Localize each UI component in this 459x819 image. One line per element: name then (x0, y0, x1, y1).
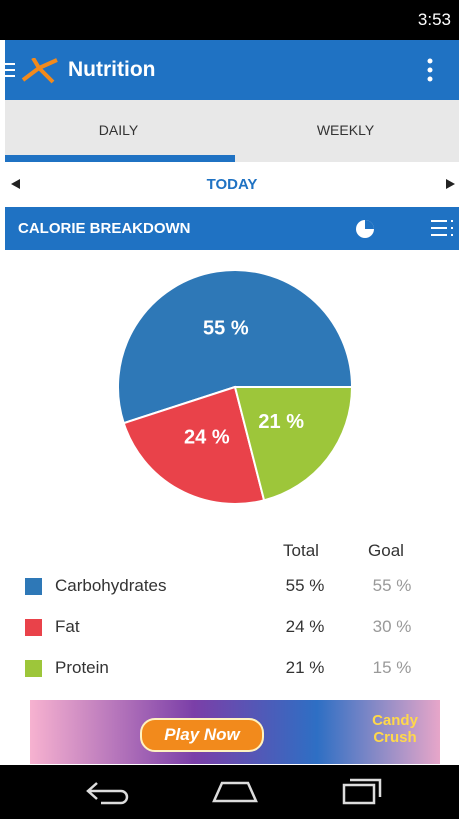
section-header: CALORIE BREAKDOWN (5, 207, 459, 250)
recents-button[interactable] (340, 777, 386, 807)
legend-swatch (25, 619, 42, 636)
ad-brand: Candy Crush (355, 712, 435, 746)
total-value: 55 % (270, 576, 340, 596)
column-header: Total (266, 541, 336, 561)
tab-bar: DAILY WEEKLY (5, 100, 459, 162)
legend-label: Protein (55, 658, 109, 678)
list-icon[interactable] (431, 218, 455, 238)
pie-chart: 55 % 24 % 21 % (5, 250, 459, 530)
pie-icon[interactable] (355, 219, 375, 239)
home-button[interactable] (210, 779, 260, 805)
screen: 3:53 Nutrition DAILY WEEKLY TODAY CALORI… (0, 0, 459, 819)
date-label: TODAY (5, 176, 459, 193)
column-header: Goal (351, 541, 421, 561)
total-value: 24 % (270, 617, 340, 637)
back-button[interactable] (85, 779, 131, 805)
slice-label: 24 % (184, 427, 230, 449)
app-logo[interactable] (5, 58, 65, 84)
legend-label: Fat (55, 617, 80, 637)
date-nav: TODAY (5, 162, 459, 206)
section-title: CALORIE BREAKDOWN (18, 220, 191, 237)
body: 3:53 Nutrition DAILY WEEKLY TODAY CALORI… (0, 0, 459, 819)
slice-label: 21 % (258, 411, 304, 433)
app-bar: Nutrition (5, 40, 459, 100)
goal-value: 15 % (357, 658, 427, 678)
status-bar: 3:53 (0, 0, 459, 40)
goal-value: 55 % (357, 576, 427, 596)
tab[interactable]: DAILY (5, 122, 232, 138)
ad-button[interactable]: Play Now (140, 718, 264, 752)
legend-swatch (25, 578, 42, 595)
tab[interactable]: WEEKLY (232, 122, 459, 138)
next-arrow[interactable] (446, 179, 456, 189)
ad-banner[interactable]: Play Now Candy Crush (30, 700, 440, 764)
overflow-menu[interactable] (425, 58, 435, 84)
legend-label: Carbohydrates (55, 576, 167, 596)
page: Nutrition {"status_bar": {"time": "3:53"… (0, 0, 459, 819)
nav-bar (0, 765, 459, 819)
app-title: Nutrition (68, 58, 155, 82)
goal-value: 30 % (357, 617, 427, 637)
slice-label: 55 % (203, 318, 249, 340)
total-value: 21 % (270, 658, 340, 678)
tab-indicator (5, 155, 235, 162)
clock: 3:53 (418, 10, 451, 30)
legend-swatch (25, 660, 42, 677)
